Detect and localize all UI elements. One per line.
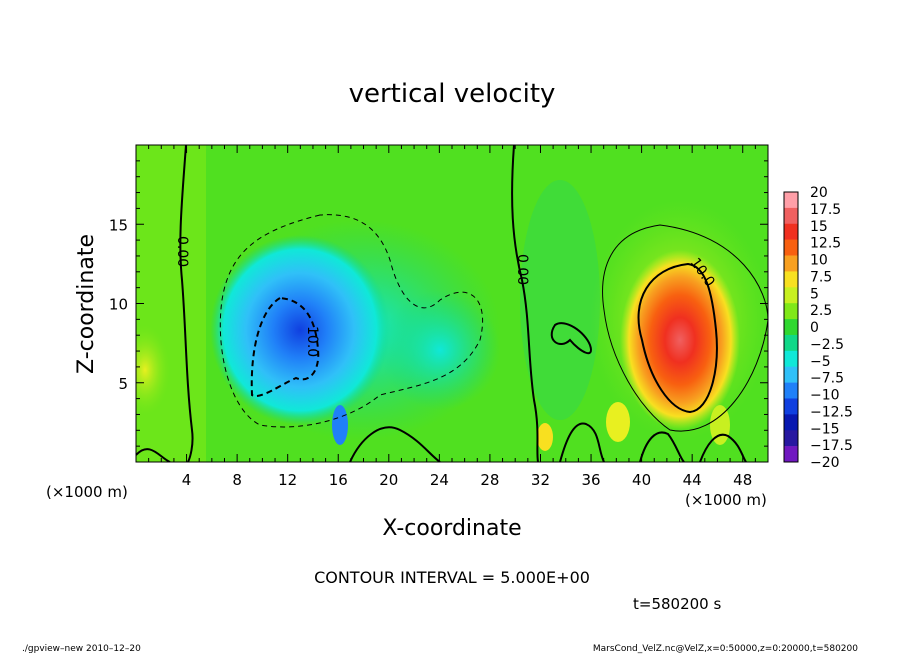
x-tick-label: 44 (683, 471, 702, 489)
contour-neg-ten (250, 296, 320, 397)
x-tick-label: 20 (379, 471, 398, 489)
colorbar-label: 20 (810, 185, 828, 201)
x-tick-label: 8 (232, 471, 242, 489)
x-axis-title: X-coordinate (382, 516, 521, 541)
z-unit-label: (×1000 m) (46, 483, 128, 501)
contour-label: 10.0 (304, 326, 320, 357)
contour-bottom-wave (349, 426, 441, 462)
colorbar-label: −5 (810, 354, 831, 370)
colorbar-swatch (784, 350, 798, 368)
x-tick-label: 32 (531, 471, 550, 489)
contour-ten-right (637, 262, 718, 414)
x-tick-label: 36 (581, 471, 600, 489)
colorbar-swatch (784, 334, 798, 352)
x-tick-label: 4 (182, 471, 192, 489)
colorbar-swatch (784, 207, 798, 225)
contour-mid-loop (550, 322, 592, 355)
colorbar-label: 15 (810, 219, 828, 235)
colorbar: 2017.51512.5107.552.50−2.5−5−7.5−10−12.5… (783, 185, 853, 471)
colorbar-swatch (784, 398, 798, 415)
colorbar-label: 2.5 (810, 303, 832, 319)
colorbar-swatch (784, 414, 798, 431)
contour-label: 0.00 (174, 236, 190, 267)
colorbar-label: 17.5 (810, 202, 841, 218)
colorbar-label: −12.5 (810, 404, 853, 420)
contour-zero-left (179, 145, 194, 462)
colorbar-swatch (784, 430, 798, 447)
y-tick-label: 10 (109, 296, 128, 314)
x-tick-label: 28 (480, 471, 499, 489)
y-tick-label: 15 (109, 216, 128, 234)
x-tick-label: 24 (430, 471, 449, 489)
colorbar-label: 7.5 (810, 269, 832, 285)
contour-bottom-wave2 (559, 422, 605, 462)
colorbar-swatch (784, 366, 798, 383)
colorbar-label: −7.5 (810, 371, 844, 387)
x-axis: 4 8 12 16 20 24 28 32 36 40 44 48 (148, 145, 756, 489)
colorbar-label: 5 (810, 286, 819, 302)
colorbar-label: −20 (810, 455, 840, 471)
colorbar-label: −2.5 (810, 337, 844, 353)
footer-right: MarsCond_VelZ.nc@VelZ,x=0:50000,z=0:2000… (593, 644, 858, 654)
contour-label: 0.00 (514, 254, 530, 285)
colorbar-label: 12.5 (810, 236, 841, 252)
y-tick-label: 5 (118, 375, 128, 393)
heatmap-field (136, 145, 768, 462)
colorbar-label: −17.5 (810, 438, 853, 454)
y-axis-title: Z-coordinate (74, 234, 99, 374)
colorbar-swatch (784, 223, 798, 240)
colorbar-swatch (784, 192, 798, 209)
contour-bottom-wave3 (639, 431, 685, 462)
colorbar-frame (783, 191, 799, 463)
x-tick-label: 40 (632, 471, 651, 489)
contour-bottom-left (136, 448, 171, 462)
colorbar-swatch (784, 287, 798, 304)
y-axis: 5 10 15 (109, 160, 768, 447)
colorbar-swatch (784, 255, 798, 272)
x-unit-label: (×1000 m) (685, 491, 767, 509)
x-tick-label: 48 (733, 471, 752, 489)
colorbar-swatch (784, 239, 798, 256)
colorbar-label: 0 (810, 320, 819, 336)
footer-left: ./gpview–new 2010–12–20 (22, 644, 141, 654)
colorbar-label: −10 (810, 388, 840, 404)
colorbar-label: 10 (810, 253, 828, 269)
colorbar-swatch (784, 303, 798, 320)
colorbar-swatch (784, 382, 798, 399)
chart-title: vertical velocity (349, 79, 556, 109)
contour-interval: CONTOUR INTERVAL = 5.000E+00 (314, 568, 590, 587)
colorbar-swatch (784, 271, 798, 288)
colorbar-swatch (784, 446, 798, 463)
time-label: t=580200 s (633, 595, 721, 613)
x-tick-label: 12 (278, 471, 297, 489)
colorbar-label: −15 (810, 421, 840, 437)
contour-neg-five (219, 214, 484, 428)
contour-zero-mid (511, 145, 539, 462)
x-tick-label: 16 (329, 471, 348, 489)
colorbar-swatch (784, 319, 798, 336)
contour-five-right (602, 224, 768, 432)
